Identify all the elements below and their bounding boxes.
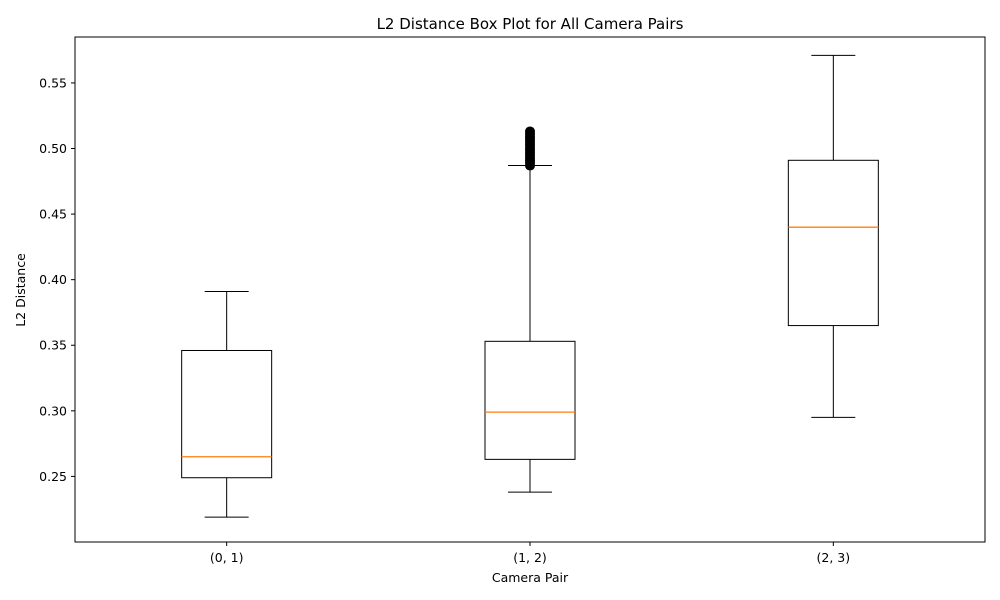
iqr-box xyxy=(181,349,273,479)
iqr-box xyxy=(787,159,879,327)
y-tick-label: 0.55 xyxy=(39,75,67,90)
y-tick-label: 0.35 xyxy=(39,338,67,353)
x-tick-label: (2, 3) xyxy=(817,550,851,565)
y-tick-label: 0.25 xyxy=(39,469,67,484)
plot-area: 0.25 0.30 0.35 0.40 0.45 0.50 0.55 (0, 1) (1, 2)… xyxy=(39,54,879,565)
x-axis-label: Camera Pair xyxy=(492,570,569,585)
outlier-point xyxy=(525,126,535,137)
y-axis-label: L2 Distance xyxy=(13,253,28,327)
y-tick-label: 0.40 xyxy=(39,272,67,287)
y-tick-label: 0.30 xyxy=(39,403,67,418)
x-tick-label: (1, 2) xyxy=(513,550,547,565)
chart-title: L2 Distance Box Plot for All Camera Pair… xyxy=(377,15,684,33)
x-tick-label: (0, 1) xyxy=(210,550,244,565)
iqr-box xyxy=(484,340,576,460)
y-tick-label: 0.45 xyxy=(39,207,67,222)
plot-frame xyxy=(74,36,986,543)
y-tick-label: 0.50 xyxy=(39,141,67,156)
